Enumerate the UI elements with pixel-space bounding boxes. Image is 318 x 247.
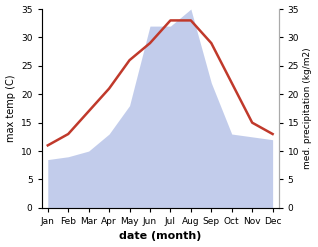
Y-axis label: max temp (C): max temp (C) <box>5 75 16 142</box>
X-axis label: date (month): date (month) <box>119 231 201 242</box>
Y-axis label: med. precipitation (kg/m2): med. precipitation (kg/m2) <box>303 48 313 169</box>
